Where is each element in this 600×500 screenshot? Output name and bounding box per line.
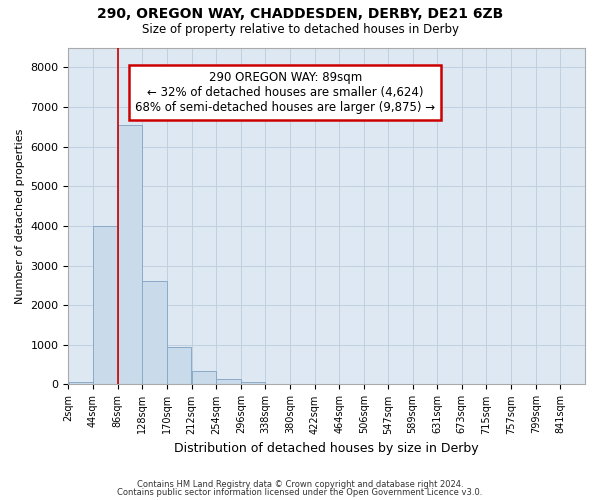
Text: Size of property relative to detached houses in Derby: Size of property relative to detached ho…	[142, 22, 458, 36]
Bar	[118, 125, 142, 384]
Bar	[191, 372, 216, 384]
Text: 290, OREGON WAY, CHADDESDEN, DERBY, DE21 6ZB: 290, OREGON WAY, CHADDESDEN, DERBY, DE21…	[97, 8, 503, 22]
Bar	[68, 382, 93, 384]
Bar	[142, 282, 167, 385]
Text: 290 OREGON WAY: 89sqm
← 32% of detached houses are smaller (4,624)
68% of semi-d: 290 OREGON WAY: 89sqm ← 32% of detached …	[136, 71, 436, 114]
Y-axis label: Number of detached properties: Number of detached properties	[15, 128, 25, 304]
Text: Contains HM Land Registry data © Crown copyright and database right 2024.: Contains HM Land Registry data © Crown c…	[137, 480, 463, 489]
Bar	[93, 226, 118, 384]
X-axis label: Distribution of detached houses by size in Derby: Distribution of detached houses by size …	[175, 442, 479, 455]
Text: Contains public sector information licensed under the Open Government Licence v3: Contains public sector information licen…	[118, 488, 482, 497]
Bar	[241, 382, 265, 384]
Bar	[167, 347, 191, 385]
Bar	[217, 380, 241, 384]
